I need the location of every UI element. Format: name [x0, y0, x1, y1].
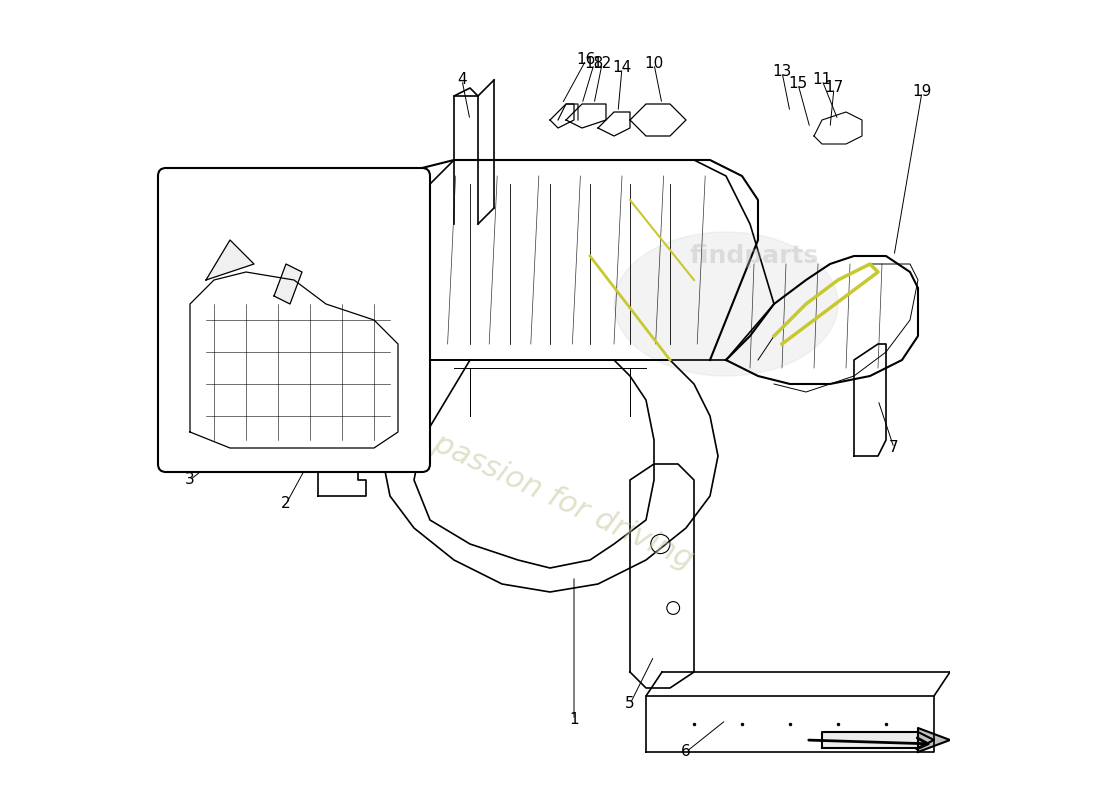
Text: 14: 14: [613, 61, 631, 75]
Text: findparts: findparts: [690, 244, 818, 268]
Text: 9: 9: [297, 209, 307, 223]
Text: a passion for driving: a passion for driving: [403, 417, 697, 575]
Polygon shape: [274, 264, 302, 304]
Text: 15: 15: [789, 77, 807, 91]
Text: 5: 5: [625, 697, 635, 711]
Text: 12: 12: [593, 57, 612, 71]
Text: 2: 2: [282, 497, 290, 511]
Text: 16: 16: [576, 53, 596, 67]
Ellipse shape: [614, 232, 838, 376]
Text: 17: 17: [824, 81, 844, 95]
Polygon shape: [206, 240, 254, 280]
Text: 19: 19: [912, 85, 932, 99]
Text: 13: 13: [772, 65, 792, 79]
Polygon shape: [918, 728, 950, 752]
Polygon shape: [822, 732, 934, 748]
Text: 4: 4: [458, 73, 466, 87]
Text: 8: 8: [209, 209, 219, 223]
Text: 18: 18: [584, 57, 604, 71]
Text: 10: 10: [645, 57, 663, 71]
Text: 7: 7: [889, 441, 899, 455]
Text: 11: 11: [813, 73, 832, 87]
Text: 1: 1: [569, 713, 579, 727]
Text: 3: 3: [185, 473, 195, 487]
Text: 6: 6: [681, 745, 691, 759]
FancyBboxPatch shape: [158, 168, 430, 472]
